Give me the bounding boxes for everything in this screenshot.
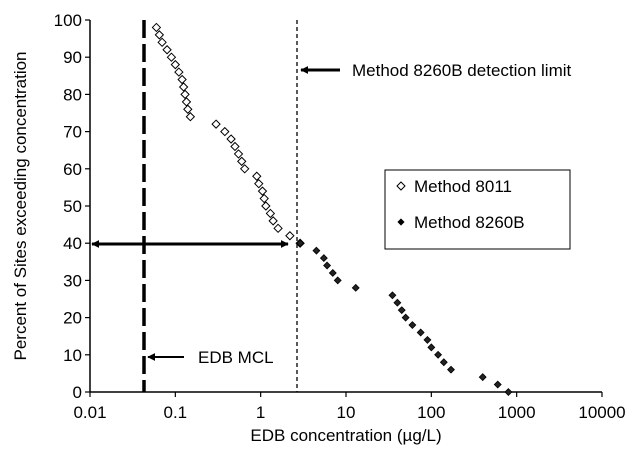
data-point-method-8260b (401, 313, 410, 322)
data-point-method-8260b (447, 365, 455, 374)
y-tick-label: 10 (63, 346, 82, 365)
data-point-method-8260b (397, 306, 406, 315)
data-point-method-8011 (174, 67, 184, 77)
y-tick-label: 80 (63, 85, 82, 104)
legend: Method 8011 Method 8260B (384, 169, 571, 250)
data-point-method-8011 (177, 74, 187, 85)
series-method-8260b (296, 239, 513, 396)
y-tick-label: 20 (63, 309, 82, 328)
data-point-method-8260b (393, 298, 402, 307)
data-point-method-8011 (254, 178, 264, 189)
data-point-method-8011 (261, 201, 271, 211)
data-point-method-8260b (427, 343, 436, 352)
data-point-method-8260b (423, 335, 432, 344)
data-point-method-8260b (478, 373, 487, 382)
legend-box (384, 169, 571, 250)
data-point-method-8260b (328, 268, 337, 277)
data-point-method-8011 (226, 134, 236, 144)
data-point-method-8011 (185, 112, 196, 122)
data-point-method-8011 (170, 59, 181, 70)
x-tick-label: 0.01 (73, 403, 106, 422)
x-tick-label: 1 (256, 403, 265, 422)
y-tick-label: 70 (63, 123, 82, 142)
legend-label-method-8011: Method 8011 (414, 177, 512, 196)
data-point-method-8260b (333, 276, 342, 285)
data-point-method-8260b (416, 328, 425, 337)
data-point-method-8011 (273, 223, 283, 234)
data-point-method-8011 (259, 193, 269, 204)
legend-label-method-8260b: Method 8260B (414, 213, 525, 232)
legend-marker-method-8011 (396, 181, 406, 191)
data-point-method-8011 (162, 45, 172, 55)
data-point-method-8011 (265, 208, 276, 219)
y-tick-label: 100 (54, 11, 82, 30)
data-point-method-8260b (312, 246, 321, 255)
data-point-method-8011 (257, 186, 268, 196)
legend-marker-method-8260b (397, 218, 405, 226)
data-point-method-8260b (439, 358, 448, 367)
data-point-method-8260b (351, 283, 360, 292)
data-point-method-8011 (154, 30, 165, 40)
y-tick-label: 0 (73, 383, 82, 402)
data-point-method-8011 (211, 119, 221, 129)
data-point-method-8260b (388, 291, 397, 300)
data-point-method-8011 (181, 97, 192, 107)
data-point-method-8011 (252, 171, 262, 181)
data-point-method-8260b (493, 380, 502, 389)
data-point-method-8011 (237, 156, 247, 167)
y-axis-title: Percent of Sites exceeding concentration (11, 51, 30, 360)
y-tick-label: 40 (63, 234, 82, 253)
y-tick-label: 50 (63, 197, 82, 216)
data-point-method-8011 (233, 149, 244, 159)
x-tick-label: 0.1 (164, 403, 188, 422)
data-point-method-8260b (323, 261, 332, 270)
data-point-method-8260b (504, 388, 513, 396)
data-point-method-8260b (319, 254, 328, 263)
data-point-method-8011 (183, 104, 193, 114)
detection-limit-label: Method 8260B detection limit (352, 61, 572, 80)
data-point-method-8011 (285, 231, 295, 241)
y-ticks: 0 10 20 30 40 50 60 70 80 90 100 (54, 11, 90, 402)
x-tick-label: 10 (337, 403, 356, 422)
data-point-method-8011 (178, 82, 189, 92)
mcl-label: EDB MCL (198, 348, 274, 367)
data-point-method-8011 (268, 216, 278, 226)
data-point-method-8011 (220, 126, 230, 137)
data-point-method-8260b (434, 350, 443, 359)
y-tick-label: 90 (63, 48, 82, 67)
x-tick-label: 10000 (578, 403, 625, 422)
data-point-method-8011 (157, 37, 167, 48)
x-tick-label: 100 (417, 403, 445, 422)
data-point-method-8260b (408, 321, 417, 330)
y-tick-label: 30 (63, 271, 82, 290)
data-point-method-8011 (180, 89, 190, 100)
data-point-method-8011 (151, 22, 162, 33)
data-point-method-8260b (296, 239, 305, 248)
x-ticks: 0.01 0.1 1 10 100 1000 10000 (73, 392, 626, 422)
series-method-8011 (151, 22, 305, 248)
y-tick-label: 60 (63, 160, 82, 179)
data-point-method-8011 (166, 52, 177, 62)
x-tick-label: 1000 (498, 403, 536, 422)
data-point-method-8011 (230, 141, 240, 152)
data-point-method-8011 (239, 164, 250, 174)
x-axis-title: EDB concentration (µg/L) (250, 426, 441, 445)
